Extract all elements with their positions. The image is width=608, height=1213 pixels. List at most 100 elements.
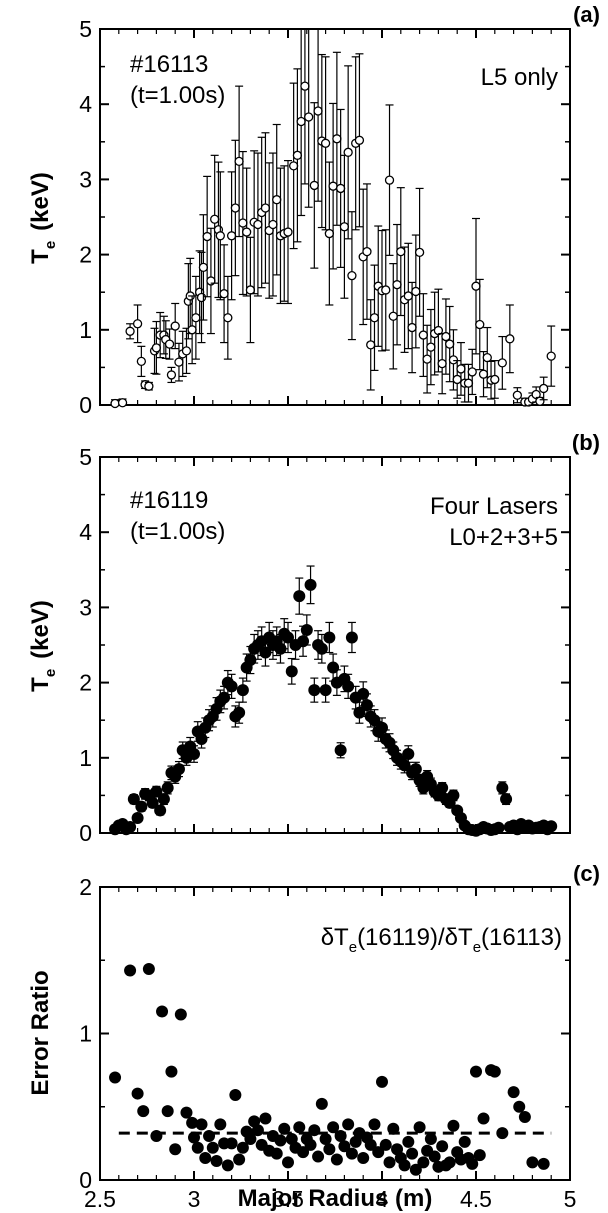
panel-a-ylabel: Te (keV) [27, 172, 59, 264]
data-point [154, 804, 167, 817]
panel-a-lasers-1: L5 only [481, 64, 558, 91]
data-point [135, 800, 148, 813]
panel-b-lasers-1: Four Lasers [430, 493, 558, 520]
data-point [411, 286, 421, 297]
panel-a: (a) #16113 (t=1.00s) L5 only Te (keV) 0 1 2… [27, 2, 600, 418]
data-point [226, 231, 237, 241]
data-point [293, 590, 306, 603]
data-point [488, 1065, 501, 1078]
panel-c-marks [109, 963, 552, 1176]
data-point [327, 661, 340, 674]
data-point [230, 203, 241, 213]
data-point [428, 1150, 441, 1163]
panel-c-ratio-sub-2: e [473, 939, 481, 956]
data-point [110, 398, 120, 409]
panel-b-shot: #16119 [130, 487, 208, 514]
data-point [313, 106, 323, 116]
data-point [467, 367, 477, 377]
y-tick-label: 1 [79, 745, 92, 771]
y-tick-label: 0 [79, 1167, 92, 1193]
panel-a-ylabel-sub: e [42, 241, 59, 249]
data-point [131, 1087, 144, 1100]
panel-b: (b) #16119 (t=1.00s) Four Lasers L0+2+3+… [27, 430, 600, 846]
data-point [414, 247, 425, 257]
data-point [368, 714, 381, 727]
y-tick-label: 2 [79, 874, 92, 900]
data-point [364, 1138, 377, 1151]
data-point [402, 1135, 415, 1148]
data-point [372, 1146, 385, 1159]
data-point [196, 292, 207, 303]
x-tick-label: 2.5 [84, 1186, 116, 1212]
data-point [210, 1154, 223, 1167]
data-point [433, 325, 444, 336]
data-point [424, 1132, 437, 1145]
panel-b-lasers-2: L0+2+3+5 [449, 524, 558, 551]
y-tick-label: 5 [79, 16, 92, 42]
data-point [384, 175, 395, 185]
data-point [229, 1089, 242, 1102]
data-point [492, 821, 505, 834]
panel-c-ratio-label: δTe(16119)/δTe(16113) [321, 924, 562, 956]
data-point [272, 195, 282, 205]
data-point [381, 285, 391, 295]
data-point [169, 1143, 182, 1156]
data-point [198, 262, 209, 273]
data-point [181, 346, 192, 356]
data-point [335, 183, 346, 194]
data-point [125, 326, 135, 336]
data-point [324, 228, 335, 239]
data-point [366, 340, 376, 350]
data-point [505, 334, 515, 344]
data-point [334, 1130, 347, 1143]
panel-c-axes: 0 1 2 2.5 3 3.5 4 4.5 5 [79, 874, 576, 1212]
data-point [413, 1121, 426, 1134]
data-point [259, 1112, 272, 1125]
data-point [406, 1147, 419, 1160]
data-point [343, 147, 353, 157]
y-tick-label: 2 [79, 242, 92, 268]
y-tick-label: 5 [79, 444, 92, 470]
data-point [490, 374, 500, 385]
data-point [225, 680, 238, 693]
data-point [199, 1152, 212, 1165]
data-point [500, 793, 513, 806]
panel-c-ratio-sub-1: e [349, 939, 357, 956]
data-point [436, 781, 449, 794]
data-point [253, 219, 263, 230]
data-point [150, 785, 163, 798]
data-point [170, 321, 180, 331]
data-point [441, 331, 451, 342]
data-point [448, 355, 459, 365]
panel-b-axes: 0 1 2 3 4 5 [79, 444, 571, 846]
x-tick-label: 3.5 [272, 1186, 304, 1212]
data-point [388, 311, 398, 321]
data-point [238, 218, 248, 228]
data-point [219, 289, 229, 299]
data-point [225, 1137, 238, 1150]
data-point [339, 222, 350, 232]
data-point [539, 383, 549, 394]
data-point [233, 1153, 246, 1166]
x-tick-label: 5 [564, 1186, 577, 1212]
data-point [407, 322, 417, 333]
data-point [398, 1159, 411, 1172]
data-point [507, 1086, 520, 1099]
data-point [191, 1141, 204, 1154]
data-point [473, 1149, 486, 1162]
data-point [174, 1008, 187, 1021]
data-point [452, 374, 462, 385]
panel-a-label: (a) [573, 2, 600, 27]
data-point [354, 135, 365, 145]
data-point [402, 748, 415, 761]
data-point [188, 748, 200, 761]
data-point [422, 354, 432, 364]
data-point [470, 1065, 482, 1078]
y-tick-label: 3 [79, 594, 92, 620]
data-point [146, 796, 159, 809]
data-point [304, 578, 317, 591]
data-point [221, 1159, 234, 1172]
data-point [165, 1065, 178, 1078]
data-point [392, 280, 402, 290]
data-point [124, 820, 137, 833]
